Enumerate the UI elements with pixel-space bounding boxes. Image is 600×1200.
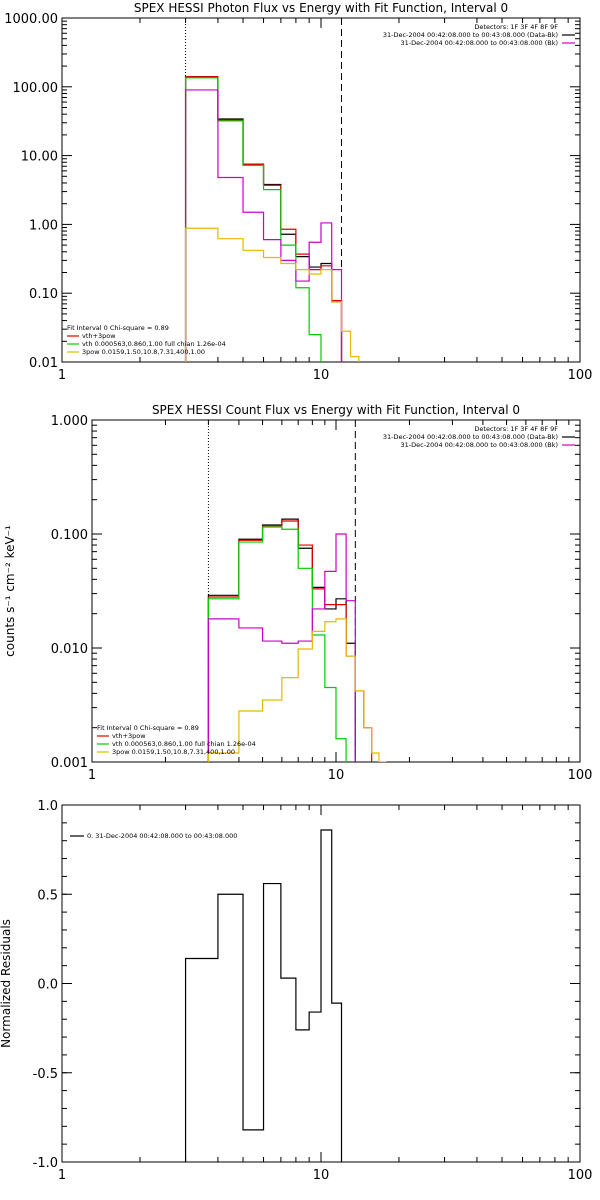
series-histogram (184, 77, 322, 362)
y-tick-label: 100.00 (13, 81, 59, 96)
x-tick-label: 10 (313, 368, 330, 383)
y-axis-label: Normalized Residuals (0, 919, 13, 1048)
series-histogram (207, 618, 387, 762)
legend-left-entry: vth+3pow (82, 332, 116, 340)
legend-left-entry: 3pow 0.0159,1.50,10.8,7.31,400,1.00 (82, 348, 205, 356)
legend-left-entry: vth 0.000563,0.860,1.00 full chian 1.26e… (112, 740, 256, 748)
legend-left-entry: 0. 31-Dec-2004 00:42:08.000 to 00:43:08.… (87, 832, 237, 840)
legend-right-entry: 31-Dec-2004 00:42:08.000 to 00:43:08.000… (383, 31, 558, 39)
y-tick-label: 0.001 (51, 756, 88, 771)
y-tick-label: -0.5 (33, 1067, 58, 1082)
y-axis-label: counts s⁻¹ cm⁻² keV⁻¹ (3, 525, 17, 657)
series-histogram (184, 829, 343, 1162)
y-tick-label: -1.0 (33, 1156, 58, 1171)
legend-left-entry: Fit Interval 0 Chi-square = 0.89 (67, 324, 169, 332)
legend-right-entry: Detectors: 1F 3F 4F 8F 9F (474, 23, 558, 31)
y-tick-label: 1.00 (29, 218, 58, 233)
x-tick-label: 100 (568, 1168, 593, 1183)
x-tick-label: 1 (58, 368, 66, 383)
x-tick-label: 100 (568, 368, 593, 383)
y-tick-label: 1.0 (37, 799, 58, 814)
series-histogram (207, 518, 356, 762)
panel-2: SPEX HESSI Count Flux vs Energy with Fit… (3, 403, 592, 783)
chart-title: SPEX HESSI Count Flux vs Energy with Fit… (152, 403, 520, 417)
panel-3: Normalized Residuals 1 10 100 -1.0 -0.5 0.0 0.5… (0, 799, 592, 1183)
y-tick-label: 0.10 (29, 287, 58, 302)
y-tick-label: 0.5 (37, 888, 58, 903)
x-tick-label: 1 (58, 1168, 66, 1183)
legend-left-entry: vth+3pow (112, 732, 146, 740)
series-histogram (207, 520, 373, 762)
series-histogram (207, 533, 356, 762)
series-histogram (184, 89, 343, 362)
x-tick-label: 10 (328, 768, 345, 783)
series-histogram (184, 76, 343, 362)
x-tick-label: 1 (88, 768, 96, 783)
series-histogram (207, 526, 347, 762)
legend-right-entry: Detectors: 1F 3F 4F 8F 9F (474, 425, 558, 433)
series-histogram (184, 227, 360, 362)
panel-1: SPEX HESSI Photon Flux vs Energy with Fi… (4, 1, 593, 383)
series-histogram (184, 76, 343, 362)
legend-left-entry: Fit Interval 0 Chi-square = 0.89 (97, 724, 199, 732)
x-tick-label: 10 (313, 1168, 330, 1183)
y-tick-label: 0.0 (37, 978, 58, 993)
y-tick-label: 10.00 (21, 150, 58, 165)
x-tick-label: 100 (568, 768, 593, 783)
y-tick-label: 0.100 (51, 528, 88, 543)
legend-left-entry: 3pow 0.0159,1.50,10.8,7.31,400,1.00 (112, 748, 235, 756)
y-tick-label: 0.010 (51, 642, 88, 657)
legend-left-entry: vth 0.000563,0.860,1.00 full chian 1.26e… (82, 340, 226, 348)
legend-right-entry: 31-Dec-2004 00:42:08.000 to 00:43:08.000… (383, 433, 558, 441)
chart-title: SPEX HESSI Photon Flux vs Energy with Fi… (134, 1, 508, 15)
legend-right-entry: 31-Dec-2004 00:42:08.000 to 00:43:08.000… (401, 39, 559, 47)
y-tick-label: 0.01 (29, 356, 58, 371)
y-tick-label: 1.000 (51, 414, 88, 429)
legend-right-entry: 31-Dec-2004 00:42:08.000 to 00:43:08.000… (401, 441, 559, 449)
y-tick-label: 1000.00 (4, 12, 58, 27)
plot-frame (61, 17, 581, 363)
